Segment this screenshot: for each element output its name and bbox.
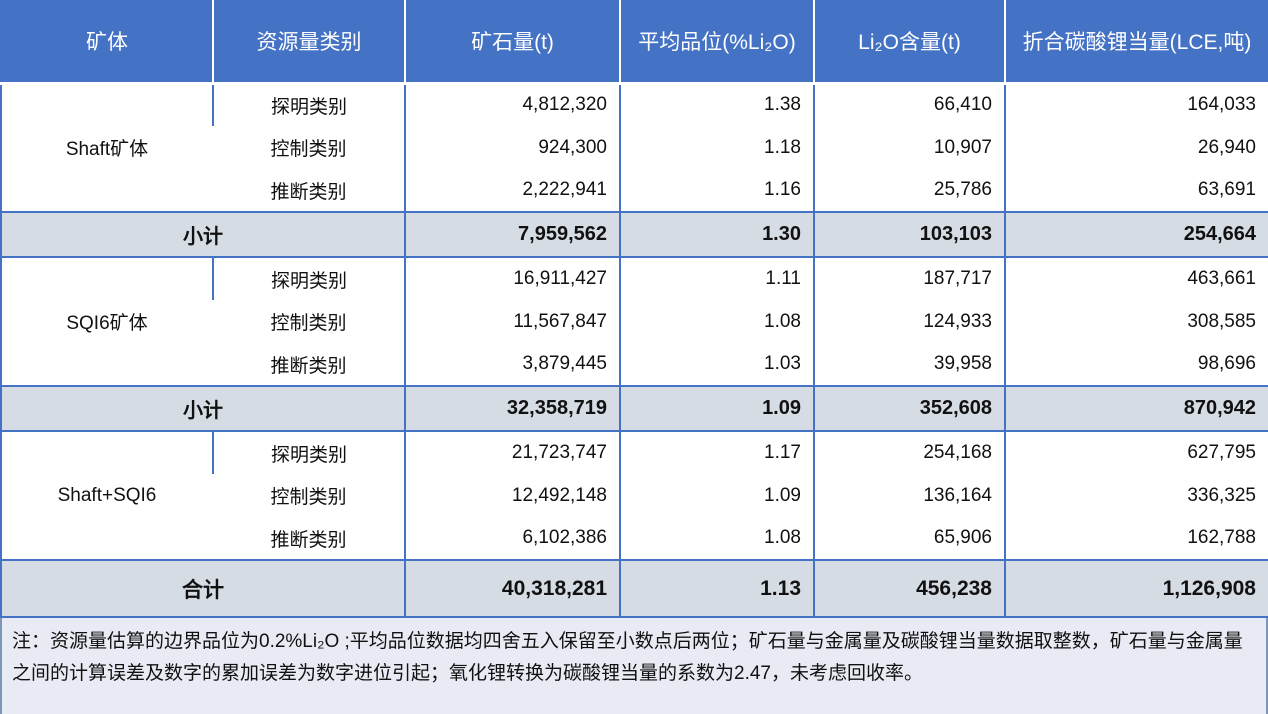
table-row: 控制类别 924,300 1.18 10,907 26,940 — [1, 126, 1268, 169]
category-cell: 探明类别 — [212, 83, 405, 126]
category-cell: 推断类别 — [213, 517, 405, 560]
ore-tonnage-cell: 21,723,747 — [404, 431, 620, 474]
col-header-ore-tonnage: 矿石量(t) — [404, 0, 620, 85]
lce-cell: 26,940 — [1004, 126, 1268, 169]
li2o-content-cell: 25,786 — [813, 169, 1005, 212]
lce-cell: 164,033 — [1004, 83, 1268, 126]
subtotal-grade-cell: 1.09 — [619, 385, 814, 432]
category-cell: 探明类别 — [212, 257, 405, 300]
subtotal-row: 小计 32,358,719 1.09 352,608 870,942 — [1, 385, 1268, 432]
grade-cell: 1.17 — [619, 431, 814, 474]
total-li2o-content-cell: 456,238 — [813, 559, 1005, 618]
grade-cell: 1.09 — [619, 474, 814, 517]
li2o-content-cell: 124,933 — [813, 300, 1005, 343]
lce-cell: 98,696 — [1004, 343, 1268, 386]
table-row: 控制类别 11,567,847 1.08 124,933 308,585 — [1, 300, 1268, 343]
total-grade-cell: 1.13 — [619, 559, 814, 618]
table-row: SQI6矿体 探明类别 16,911,427 1.11 187,717 463,… — [1, 257, 1268, 386]
lce-cell: 308,585 — [1004, 300, 1268, 343]
table-header-row: 矿体 资源量类别 矿石量(t) 平均品位(%Li₂O) Li₂O含量(t) 折合… — [0, 0, 1268, 85]
category-cell: 控制类别 — [213, 126, 405, 169]
lce-cell: 336,325 — [1004, 474, 1268, 517]
table-row: Shaft+SQI6 探明类别 21,723,747 1.17 254,168 … — [1, 431, 1268, 560]
ore-body-cell: SQI6矿体 — [1, 257, 213, 386]
section-sqi6: SQI6矿体 探明类别 16,911,427 1.11 187,717 463,… — [1, 257, 1268, 432]
col-header-lce: 折合碳酸锂当量(LCE,吨) — [1004, 0, 1268, 85]
lce-cell: 463,661 — [1004, 257, 1268, 300]
subtotal-grade-cell: 1.30 — [619, 211, 814, 258]
total-lce-cell: 1,126,908 — [1004, 559, 1268, 618]
resource-table: 矿体 资源量类别 矿石量(t) 平均品位(%Li₂O) Li₂O含量(t) 折合… — [0, 0, 1268, 618]
grade-cell: 1.18 — [619, 126, 814, 169]
grade-cell: 1.16 — [619, 169, 814, 212]
category-cell: 推断类别 — [213, 169, 405, 212]
ore-tonnage-cell: 6,102,386 — [404, 517, 620, 560]
total-ore-tonnage-cell: 40,318,281 — [404, 559, 620, 618]
ore-tonnage-cell: 12,492,148 — [404, 474, 620, 517]
category-cell: 控制类别 — [213, 474, 405, 517]
col-header-resource-category: 资源量类别 — [212, 0, 405, 85]
li2o-content-cell: 66,410 — [813, 83, 1005, 126]
subtotal-lce-cell: 254,664 — [1004, 211, 1268, 258]
category-cell: 推断类别 — [213, 343, 405, 386]
ore-tonnage-cell: 924,300 — [404, 126, 620, 169]
col-header-li2o-content: Li₂O含量(t) — [813, 0, 1005, 85]
lce-cell: 162,788 — [1004, 517, 1268, 560]
category-cell: 探明类别 — [212, 431, 405, 474]
grade-cell: 1.03 — [619, 343, 814, 386]
subtotal-li2o-content-cell: 103,103 — [813, 211, 1005, 258]
subtotal-lce-cell: 870,942 — [1004, 385, 1268, 432]
col-header-average-grade: 平均品位(%Li₂O) — [619, 0, 814, 85]
col-header-ore-body: 矿体 — [0, 0, 213, 85]
category-cell: 控制类别 — [213, 300, 405, 343]
table-row: 推断类别 2,222,941 1.16 25,786 63,691 — [1, 169, 1268, 212]
li2o-content-cell: 187,717 — [813, 257, 1005, 300]
table-row: 控制类别 12,492,148 1.09 136,164 336,325 — [1, 474, 1268, 517]
subtotal-row: 小计 7,959,562 1.30 103,103 254,664 — [1, 211, 1268, 258]
section-shaft-plus-sqi6: Shaft+SQI6 探明类别 21,723,747 1.17 254,168 … — [1, 431, 1268, 618]
table-row: Shaft矿体 探明类别 4,812,320 1.38 66,410 164,0… — [1, 83, 1268, 212]
table-row: 推断类别 3,879,445 1.03 39,958 98,696 — [1, 343, 1268, 386]
grade-cell: 1.08 — [619, 300, 814, 343]
grade-cell: 1.08 — [619, 517, 814, 560]
ore-tonnage-cell: 2,222,941 — [404, 169, 620, 212]
li2o-content-cell: 136,164 — [813, 474, 1005, 517]
li2o-content-cell: 65,906 — [813, 517, 1005, 560]
ore-tonnage-cell: 4,812,320 — [404, 83, 620, 126]
ore-tonnage-cell: 16,911,427 — [404, 257, 620, 300]
section-shaft: Shaft矿体 探明类别 4,812,320 1.38 66,410 164,0… — [1, 83, 1268, 258]
subtotal-ore-tonnage-cell: 32,358,719 — [404, 385, 620, 432]
li2o-content-cell: 254,168 — [813, 431, 1005, 474]
subtotal-ore-tonnage-cell: 7,959,562 — [404, 211, 620, 258]
total-label-cell: 合计 — [1, 559, 405, 618]
subtotal-label-cell: 小计 — [1, 211, 405, 258]
lce-cell: 627,795 — [1004, 431, 1268, 474]
footnote: 注：资源量估算的边界品位为0.2%Li₂O ;平均品位数据均四舍五入保留至小数点… — [0, 618, 1268, 714]
ore-body-cell: Shaft+SQI6 — [1, 431, 213, 560]
ore-body-cell: Shaft矿体 — [1, 83, 213, 212]
table-row: 推断类别 6,102,386 1.08 65,906 162,788 — [1, 517, 1268, 560]
lce-cell: 63,691 — [1004, 169, 1268, 212]
total-row: 合计 40,318,281 1.13 456,238 1,126,908 — [1, 559, 1268, 618]
ore-tonnage-cell: 3,879,445 — [404, 343, 620, 386]
subtotal-li2o-content-cell: 352,608 — [813, 385, 1005, 432]
grade-cell: 1.11 — [619, 257, 814, 300]
li2o-content-cell: 10,907 — [813, 126, 1005, 169]
li2o-content-cell: 39,958 — [813, 343, 1005, 386]
ore-tonnage-cell: 11,567,847 — [404, 300, 620, 343]
subtotal-label-cell: 小计 — [1, 385, 405, 432]
grade-cell: 1.38 — [619, 83, 814, 126]
